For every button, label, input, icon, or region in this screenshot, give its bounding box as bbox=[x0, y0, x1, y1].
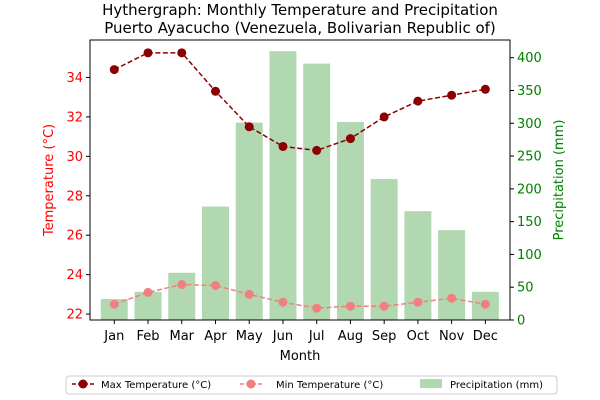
min-temp-point-mar bbox=[177, 280, 187, 290]
axes: Jan Feb Mar Apr May Jun Jul Aug Sep Oct Nov Dec 22 24… bbox=[66, 39, 542, 344]
y-left-tick-label-22: 22 bbox=[66, 308, 83, 323]
min-temp-point-feb bbox=[143, 287, 153, 297]
y-right-tick-label-100: 100 bbox=[517, 248, 542, 263]
x-tick-label-jun: Jun bbox=[272, 329, 293, 344]
x-tick-label-may: May bbox=[236, 329, 263, 344]
precipitation-bar-mar bbox=[168, 272, 196, 320]
min-temp-point-oct bbox=[413, 297, 423, 307]
temperature-lines bbox=[109, 48, 490, 313]
legend-precip-label: Precipitation (mm) bbox=[450, 380, 543, 391]
x-tick-label-nov: Nov bbox=[439, 329, 465, 344]
max-temp-point-oct bbox=[413, 96, 423, 106]
x-tick-label-mar: Mar bbox=[169, 329, 194, 344]
y-left-tick-label-34: 34 bbox=[66, 71, 83, 86]
y-right-tick-label-150: 150 bbox=[517, 215, 542, 230]
precipitation-bar-jan bbox=[100, 299, 128, 320]
x-tick-label-apr: Apr bbox=[204, 329, 227, 344]
y-left-tick-label-30: 30 bbox=[66, 150, 83, 165]
precipitation-bar-may bbox=[235, 122, 263, 320]
y-axis-left-label: Temperature (°C) bbox=[42, 124, 57, 237]
max-temp-point-aug bbox=[345, 134, 355, 144]
legend-max-temp-marker bbox=[78, 379, 88, 389]
y-right-tick-label-350: 350 bbox=[517, 84, 542, 99]
x-tick-label-jul: Jul bbox=[308, 329, 325, 344]
x-tick-label-aug: Aug bbox=[338, 329, 363, 344]
y-right-tick-label-300: 300 bbox=[517, 117, 542, 132]
precipitation-bar-jul bbox=[303, 63, 331, 320]
y-left-tick-label-26: 26 bbox=[66, 229, 83, 244]
y-right-tick-label-50: 50 bbox=[517, 281, 534, 296]
max-temp-point-feb bbox=[143, 48, 153, 58]
precipitation-bars bbox=[100, 51, 499, 320]
min-temp-point-may bbox=[244, 289, 254, 299]
y-left-tick-label-32: 32 bbox=[66, 110, 83, 125]
x-tick-label-sep: Sep bbox=[372, 329, 397, 344]
legend-min-temp-marker bbox=[246, 379, 256, 389]
x-tick-label-oct: Oct bbox=[407, 329, 429, 344]
min-temp-point-jan bbox=[109, 299, 119, 309]
min-temp-point-sep bbox=[379, 301, 389, 311]
max-temp-point-apr bbox=[210, 86, 220, 96]
max-temp-point-jun bbox=[278, 141, 288, 151]
y-axis-right-label: Precipitation (mm) bbox=[552, 120, 567, 241]
min-temp-point-aug bbox=[345, 301, 355, 311]
plot-frame bbox=[89, 39, 511, 321]
y-left-tick-label-24: 24 bbox=[66, 268, 83, 283]
y-right-tick-label-200: 200 bbox=[517, 182, 542, 197]
min-temp-line bbox=[114, 283, 486, 309]
x-tick-label-jan: Jan bbox=[103, 329, 124, 344]
y-left-tick-label-28: 28 bbox=[66, 189, 83, 204]
max-temp-point-sep bbox=[379, 112, 389, 122]
min-temp-point-apr bbox=[210, 280, 220, 290]
max-temp-line bbox=[113, 52, 486, 152]
max-temp-point-dec bbox=[480, 84, 490, 94]
min-temp-point-jun bbox=[278, 297, 288, 307]
legend-precip-swatch bbox=[420, 379, 442, 388]
precipitation-bar-aug bbox=[336, 121, 364, 320]
min-temp-point-jul bbox=[312, 303, 322, 313]
precipitation-bar-sep bbox=[370, 179, 398, 320]
chart-title: Hythergraph: Monthly Temperature and Pre… bbox=[102, 1, 498, 19]
precipitation-bar-nov bbox=[438, 230, 466, 320]
max-temp-point-nov bbox=[447, 90, 457, 100]
x-tick-label-dec: Dec bbox=[473, 329, 498, 344]
precipitation-bar-apr bbox=[202, 206, 229, 320]
legend-max-temp-label: Max Temperature (°C) bbox=[101, 380, 211, 391]
precipitation-bar-jun bbox=[269, 51, 297, 320]
max-temp-point-jan bbox=[109, 65, 119, 75]
x-axis-label: Month bbox=[280, 349, 321, 364]
min-temp-point-dec bbox=[480, 299, 490, 309]
max-temp-point-may bbox=[244, 122, 254, 132]
chart-subtitle: Puerto Ayacucho (Venezuela, Bolivarian R… bbox=[104, 19, 496, 37]
legend-min-temp-label: Min Temperature (°C) bbox=[276, 380, 383, 391]
y-right-tick-label-0: 0 bbox=[517, 314, 525, 329]
y-right-tick-label-400: 400 bbox=[517, 51, 542, 66]
min-temp-point-nov bbox=[447, 293, 457, 303]
y-right-tick-label-250: 250 bbox=[517, 150, 542, 165]
x-tick-label-feb: Feb bbox=[137, 329, 160, 344]
max-temp-point-mar bbox=[177, 48, 187, 58]
legend: Max Temperature (°C) Min Temperature (°C… bbox=[65, 375, 558, 395]
max-temp-point-jul bbox=[312, 145, 322, 155]
